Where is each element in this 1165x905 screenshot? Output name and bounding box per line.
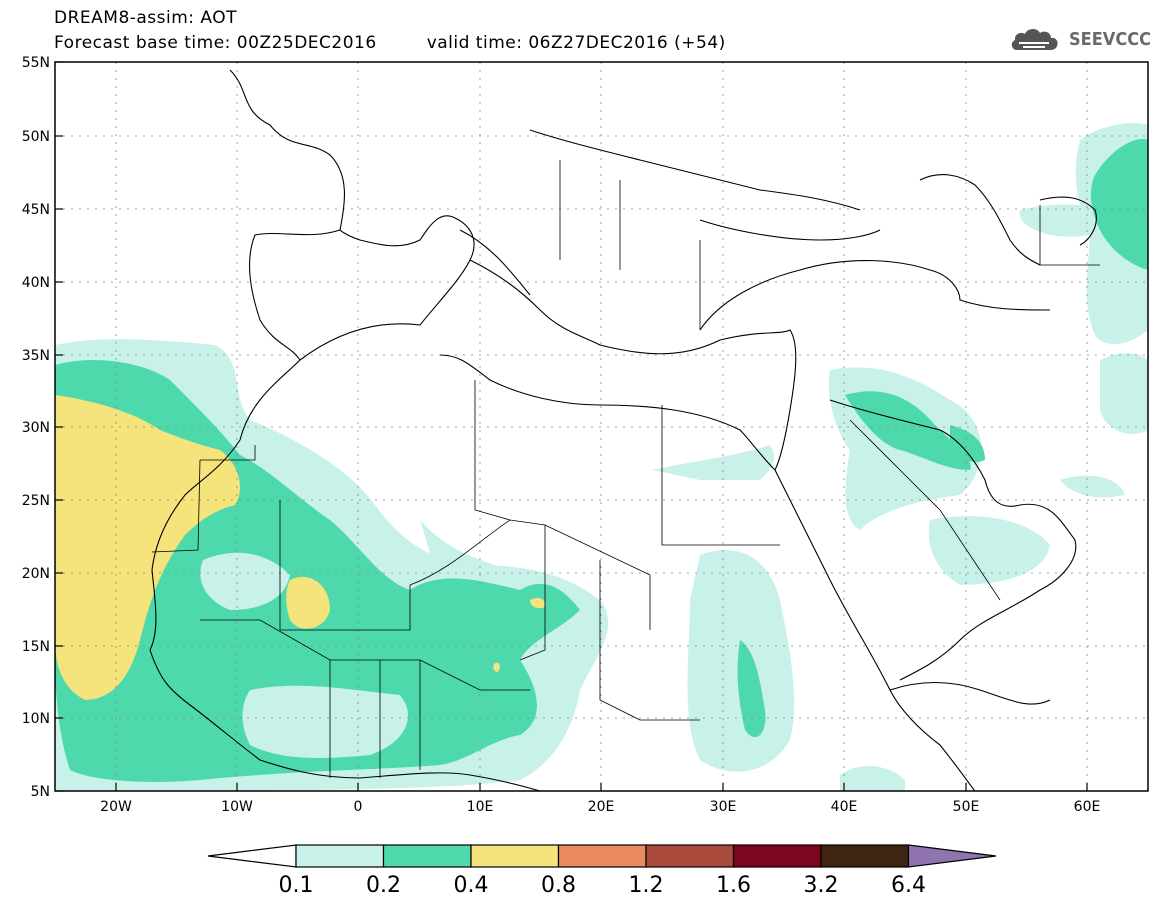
lat-label: 35N (22, 348, 50, 364)
aot-shading (55, 123, 1148, 791)
lat-label: 45N (22, 202, 50, 218)
colorbar (207, 844, 997, 868)
colorbar-label: 0.4 (454, 873, 489, 898)
colorbar-swatch (732, 844, 822, 868)
lon-label: 30E (710, 799, 737, 815)
map-subtitle: Forecast base time: 00Z25DEC2016 valid ti… (54, 33, 726, 53)
map-title: DREAM8-assim: AOT (54, 8, 238, 28)
logo-text: SEEVCCC (1069, 28, 1151, 50)
aot-0.1-contours (55, 123, 1148, 791)
colorbar-label: 0.1 (279, 873, 314, 898)
colorbar-labels: 0.1 0.2 0.4 0.8 1.2 1.6 3.2 6.4 (279, 873, 927, 898)
lat-label: 10N (22, 711, 50, 727)
graticule (55, 62, 1148, 791)
lon-label: 50E (953, 799, 980, 815)
colorbar-label: 1.2 (629, 873, 664, 898)
colorbar-label: 1.6 (716, 873, 751, 898)
lat-label: 15N (22, 639, 50, 655)
valid-time-label: valid time: 06Z27DEC2016 (+54) (426, 33, 726, 53)
lat-label: 55N (22, 55, 50, 71)
colorbar-swatch (382, 844, 472, 868)
lat-label: 25N (22, 493, 50, 509)
colorbar-over-arrow (907, 844, 997, 868)
colorbar-swatch (645, 844, 735, 868)
aot-0.2-contours (55, 139, 1148, 782)
lon-label: 60E (1074, 799, 1101, 815)
lon-label: 0 (354, 799, 363, 815)
colorbar-swatch (820, 844, 910, 868)
lon-label: 20W (100, 799, 132, 815)
base-time-label: Forecast base time: 00Z25DEC2016 (54, 33, 377, 53)
lat-label: 40N (22, 275, 50, 291)
lon-label: 20E (588, 799, 615, 815)
lon-labels: 20W 10W 0 10E 20E 30E 40E 50E 60E (100, 799, 1100, 815)
aot-0.4-contours (55, 395, 546, 700)
colorbar-label: 0.8 (541, 873, 576, 898)
lat-label: 30N (22, 420, 50, 436)
colorbar-swatch (295, 844, 385, 868)
lat-label: 5N (31, 784, 50, 800)
lon-label: 10E (467, 799, 494, 815)
lat-label: 50N (22, 129, 50, 145)
seevccc-logo: SEEVCCC (1009, 26, 1151, 52)
axis-ticks (55, 61, 1088, 792)
colorbar-label: 6.4 (891, 873, 926, 898)
lon-label: 10W (221, 799, 253, 815)
colorbar-label: 3.2 (804, 873, 839, 898)
cloud-icon (1011, 28, 1058, 50)
map-frame (54, 61, 1149, 792)
colorbar-under-arrow (207, 844, 297, 868)
colorbar-swatch (557, 844, 647, 868)
colorbar-label: 0.2 (366, 873, 401, 898)
coastlines (149, 69, 1097, 791)
country-borders (151, 160, 1100, 778)
colorbar-swatch (470, 844, 560, 868)
lon-label: 40E (831, 799, 858, 815)
lat-label: 20N (22, 566, 50, 582)
lat-labels: 55N 50N 45N 40N 35N 30N 25N 20N 15N 10N … (22, 55, 50, 800)
